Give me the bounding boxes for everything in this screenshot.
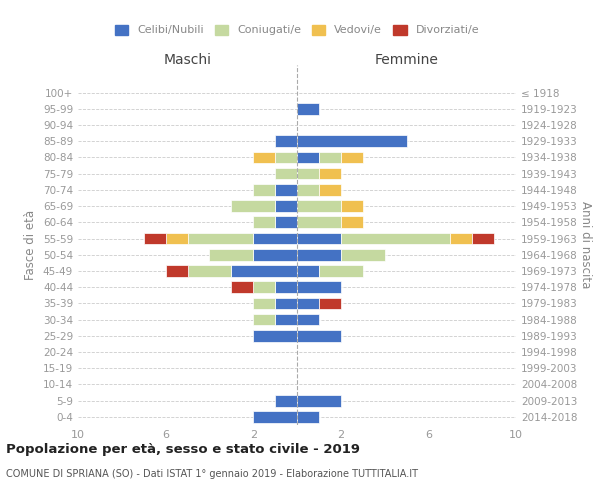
Bar <box>232 200 275 212</box>
Bar <box>319 265 362 277</box>
Bar <box>166 265 187 277</box>
Bar <box>297 232 341 244</box>
Bar <box>275 136 297 147</box>
Bar <box>297 200 341 212</box>
Bar <box>297 395 341 406</box>
Bar <box>297 265 319 277</box>
Text: Maschi: Maschi <box>163 54 212 68</box>
Legend: Celibi/Nubili, Coniugati/e, Vedovi/e, Divorziati/e: Celibi/Nubili, Coniugati/e, Vedovi/e, Di… <box>110 20 484 40</box>
Text: COMUNE DI SPRIANA (SO) - Dati ISTAT 1° gennaio 2019 - Elaborazione TUTTITALIA.IT: COMUNE DI SPRIANA (SO) - Dati ISTAT 1° g… <box>6 469 418 479</box>
Bar <box>275 200 297 212</box>
Bar <box>341 232 450 244</box>
Bar <box>253 282 275 293</box>
Y-axis label: Fasce di età: Fasce di età <box>25 210 37 280</box>
Bar <box>297 216 341 228</box>
Bar <box>341 152 362 164</box>
Bar <box>297 103 319 115</box>
Bar <box>253 411 297 422</box>
Bar <box>275 282 297 293</box>
Bar <box>297 298 319 309</box>
Bar <box>253 249 297 260</box>
Bar <box>144 232 166 244</box>
Bar <box>341 200 362 212</box>
Bar <box>253 232 297 244</box>
Bar <box>297 330 341 342</box>
Bar <box>297 136 407 147</box>
Bar <box>450 232 472 244</box>
Bar <box>232 282 253 293</box>
Bar <box>275 395 297 406</box>
Bar <box>319 184 341 196</box>
Bar <box>166 232 187 244</box>
Bar <box>253 330 297 342</box>
Bar <box>341 249 385 260</box>
Bar <box>187 232 253 244</box>
Bar <box>297 168 319 179</box>
Bar <box>275 216 297 228</box>
Text: Popolazione per età, sesso e stato civile - 2019: Popolazione per età, sesso e stato civil… <box>6 442 360 456</box>
Bar <box>319 168 341 179</box>
Bar <box>297 152 319 164</box>
Bar <box>253 298 275 309</box>
Bar <box>253 216 275 228</box>
Bar <box>253 152 275 164</box>
Bar <box>472 232 494 244</box>
Bar <box>187 265 232 277</box>
Bar <box>297 184 319 196</box>
Text: Femmine: Femmine <box>374 54 439 68</box>
Bar <box>209 249 253 260</box>
Bar <box>275 168 297 179</box>
Bar <box>275 152 297 164</box>
Bar <box>275 184 297 196</box>
Bar <box>297 282 341 293</box>
Bar <box>297 411 319 422</box>
Bar <box>297 314 319 326</box>
Bar <box>275 314 297 326</box>
Bar <box>319 298 341 309</box>
Bar <box>297 249 341 260</box>
Bar <box>275 298 297 309</box>
Y-axis label: Anni di nascita: Anni di nascita <box>578 202 592 288</box>
Bar <box>232 265 297 277</box>
Bar <box>319 152 341 164</box>
Bar <box>253 314 275 326</box>
Bar <box>253 184 275 196</box>
Bar <box>341 216 362 228</box>
